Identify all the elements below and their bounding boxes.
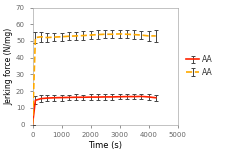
Legend: AA, AA: AA, AA <box>184 54 214 78</box>
X-axis label: Time (s): Time (s) <box>88 141 122 150</box>
Y-axis label: Jerking force (N/mg): Jerking force (N/mg) <box>4 27 13 105</box>
